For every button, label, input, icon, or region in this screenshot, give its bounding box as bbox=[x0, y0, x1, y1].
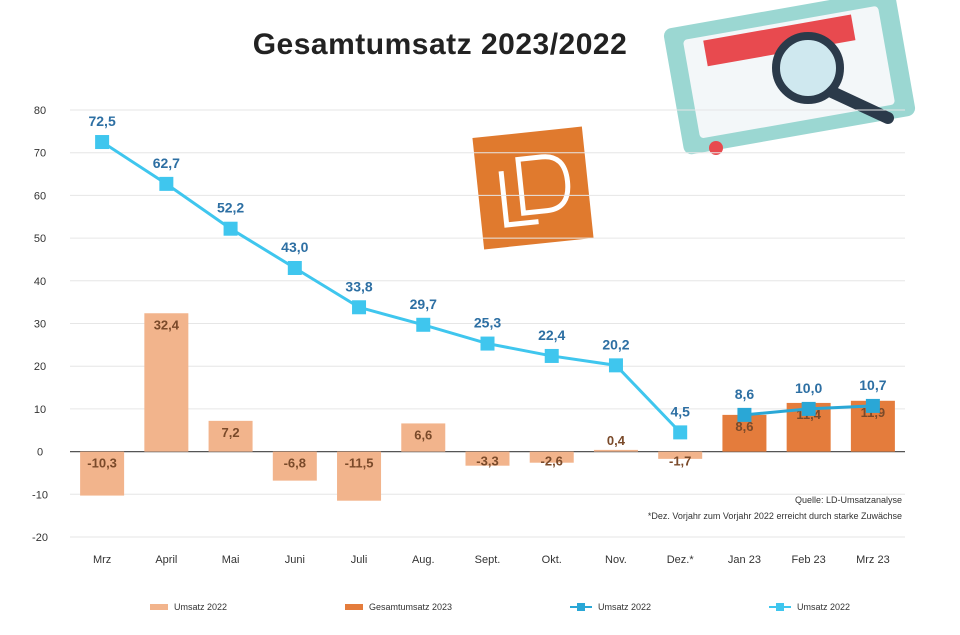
legend-swatch-dark-line bbox=[569, 602, 592, 612]
line-point bbox=[865, 398, 880, 413]
x-tick-label: Mrz 23 bbox=[856, 554, 890, 566]
legend-swatch-dark-bar bbox=[344, 604, 363, 610]
legend-label: Umsatz 2022 bbox=[597, 602, 652, 612]
line-data-label: 62,7 bbox=[153, 155, 180, 171]
bar bbox=[593, 449, 638, 452]
y-tick-label: 50 bbox=[34, 233, 46, 245]
y-tick-label: -10 bbox=[32, 489, 48, 501]
source-note: Quelle: LD-Umsatzanalyse bbox=[794, 495, 902, 505]
bar bbox=[144, 313, 189, 452]
bar bbox=[401, 423, 446, 452]
line-point bbox=[801, 401, 816, 416]
line-point bbox=[159, 176, 174, 191]
x-tick-label: Feb 23 bbox=[792, 554, 826, 566]
line-point bbox=[223, 221, 238, 236]
line-point bbox=[352, 300, 367, 315]
x-tick-label: Okt. bbox=[542, 554, 562, 566]
line-data-label: 10,7 bbox=[859, 377, 886, 393]
y-tick-label: 80 bbox=[34, 105, 46, 117]
chart-title: Gesamtumsatz 2023/2022 bbox=[252, 28, 628, 61]
magnifier-icon bbox=[772, 32, 844, 104]
bar-data-label: -3,3 bbox=[476, 454, 498, 469]
line-point bbox=[480, 336, 495, 351]
x-tick-label: Nov. bbox=[605, 554, 627, 566]
chart-legend: Umsatz 2022 Gesamtumsatz 2023 Umsatz 202… bbox=[150, 602, 850, 612]
legend-label: Umsatz 2022 bbox=[174, 602, 228, 612]
line-point bbox=[737, 407, 752, 422]
logo-icon bbox=[472, 126, 594, 250]
logo-mark bbox=[498, 154, 571, 228]
shop-awning bbox=[703, 14, 856, 67]
bar bbox=[272, 451, 317, 481]
line-data-label: 33,8 bbox=[345, 278, 372, 294]
x-tick-label: Aug. bbox=[412, 554, 435, 566]
y-tick-label: 0 bbox=[37, 447, 43, 459]
line-data-label: 25,3 bbox=[474, 315, 501, 331]
line-point bbox=[287, 260, 302, 275]
line-data-label: 10,0 bbox=[795, 380, 822, 396]
line-data-label: 52,2 bbox=[217, 200, 244, 216]
bar-data-label: 32,4 bbox=[154, 317, 180, 332]
x-tick-label: Jan 23 bbox=[728, 554, 761, 566]
legend-item-gesamtumsatz-2023-bars: Gesamtumsatz 2023 bbox=[344, 602, 453, 612]
bar-data-label: 8,6 bbox=[735, 419, 753, 434]
bar-data-label: -2,6 bbox=[541, 454, 563, 469]
legend-swatch-light-line bbox=[768, 602, 791, 612]
line-point bbox=[416, 317, 431, 332]
x-tick-label: Juli bbox=[351, 554, 368, 566]
line-point bbox=[95, 135, 110, 150]
legend-item-line-2022: Umsatz 2022 bbox=[768, 602, 850, 612]
legend-label: Gesamtumsatz 2023 bbox=[368, 602, 453, 612]
bar-data-label: 6,6 bbox=[414, 427, 432, 442]
line-data-label: 8,6 bbox=[735, 386, 755, 402]
y-tick-label: 40 bbox=[34, 276, 46, 288]
bar bbox=[465, 451, 510, 466]
bar bbox=[208, 420, 253, 452]
bar bbox=[529, 451, 574, 463]
line-data-label: 72,5 bbox=[88, 113, 115, 129]
y-tick-label: 10 bbox=[34, 404, 46, 416]
x-tick-label: Juni bbox=[285, 554, 305, 566]
legend-item-umsatz-2022-bars: Umsatz 2022 bbox=[150, 602, 227, 612]
line-data-label: 4,5 bbox=[670, 403, 690, 419]
series-line bbox=[101, 140, 682, 434]
x-tick-label: Mrz bbox=[93, 554, 111, 566]
line-point bbox=[673, 425, 688, 440]
line-data-label: 29,7 bbox=[410, 296, 437, 312]
footnote: *Dez. Vorjahr zum Vorjahr 2022 erreicht … bbox=[647, 511, 902, 521]
magnifier-handle bbox=[826, 86, 894, 124]
y-tick-label: -20 bbox=[32, 532, 48, 544]
bar bbox=[80, 451, 125, 496]
bar-data-label: -11,5 bbox=[345, 456, 374, 471]
x-tick-label: Dez.* bbox=[667, 554, 695, 566]
y-tick-label: 30 bbox=[34, 319, 46, 331]
bar-data-label: -6,8 bbox=[284, 456, 306, 471]
x-tick-label: April bbox=[155, 554, 177, 566]
line-point bbox=[608, 358, 623, 373]
line-point bbox=[544, 348, 559, 363]
chart-notes: Quelle: LD-Umsatzanalyse *Dez. Vorjahr z… bbox=[648, 492, 902, 524]
legend-swatch-light-bar bbox=[150, 604, 168, 610]
x-tick-label: Mai bbox=[222, 554, 240, 566]
bar-data-label: 0,4 bbox=[607, 433, 626, 448]
bar-data-label: -1,7 bbox=[669, 454, 691, 469]
bar bbox=[337, 451, 382, 501]
bar-data-label: 7,2 bbox=[222, 425, 240, 440]
line-data-label: 20,2 bbox=[602, 336, 629, 352]
y-tick-label: 20 bbox=[34, 361, 46, 373]
legend-label: Umsatz 2022 bbox=[796, 602, 850, 612]
bar-data-label: -10,3 bbox=[87, 456, 117, 471]
line-data-label: 43,0 bbox=[281, 239, 308, 255]
y-tick-label: 70 bbox=[34, 148, 46, 160]
location-pin-icon bbox=[709, 141, 723, 155]
x-tick-label: Sept. bbox=[475, 554, 501, 566]
legend-item-line-2023: Umsatz 2022 bbox=[569, 602, 652, 612]
bar bbox=[658, 451, 703, 459]
y-tick-label: 60 bbox=[34, 190, 46, 202]
line-data-label: 22,4 bbox=[538, 327, 565, 343]
